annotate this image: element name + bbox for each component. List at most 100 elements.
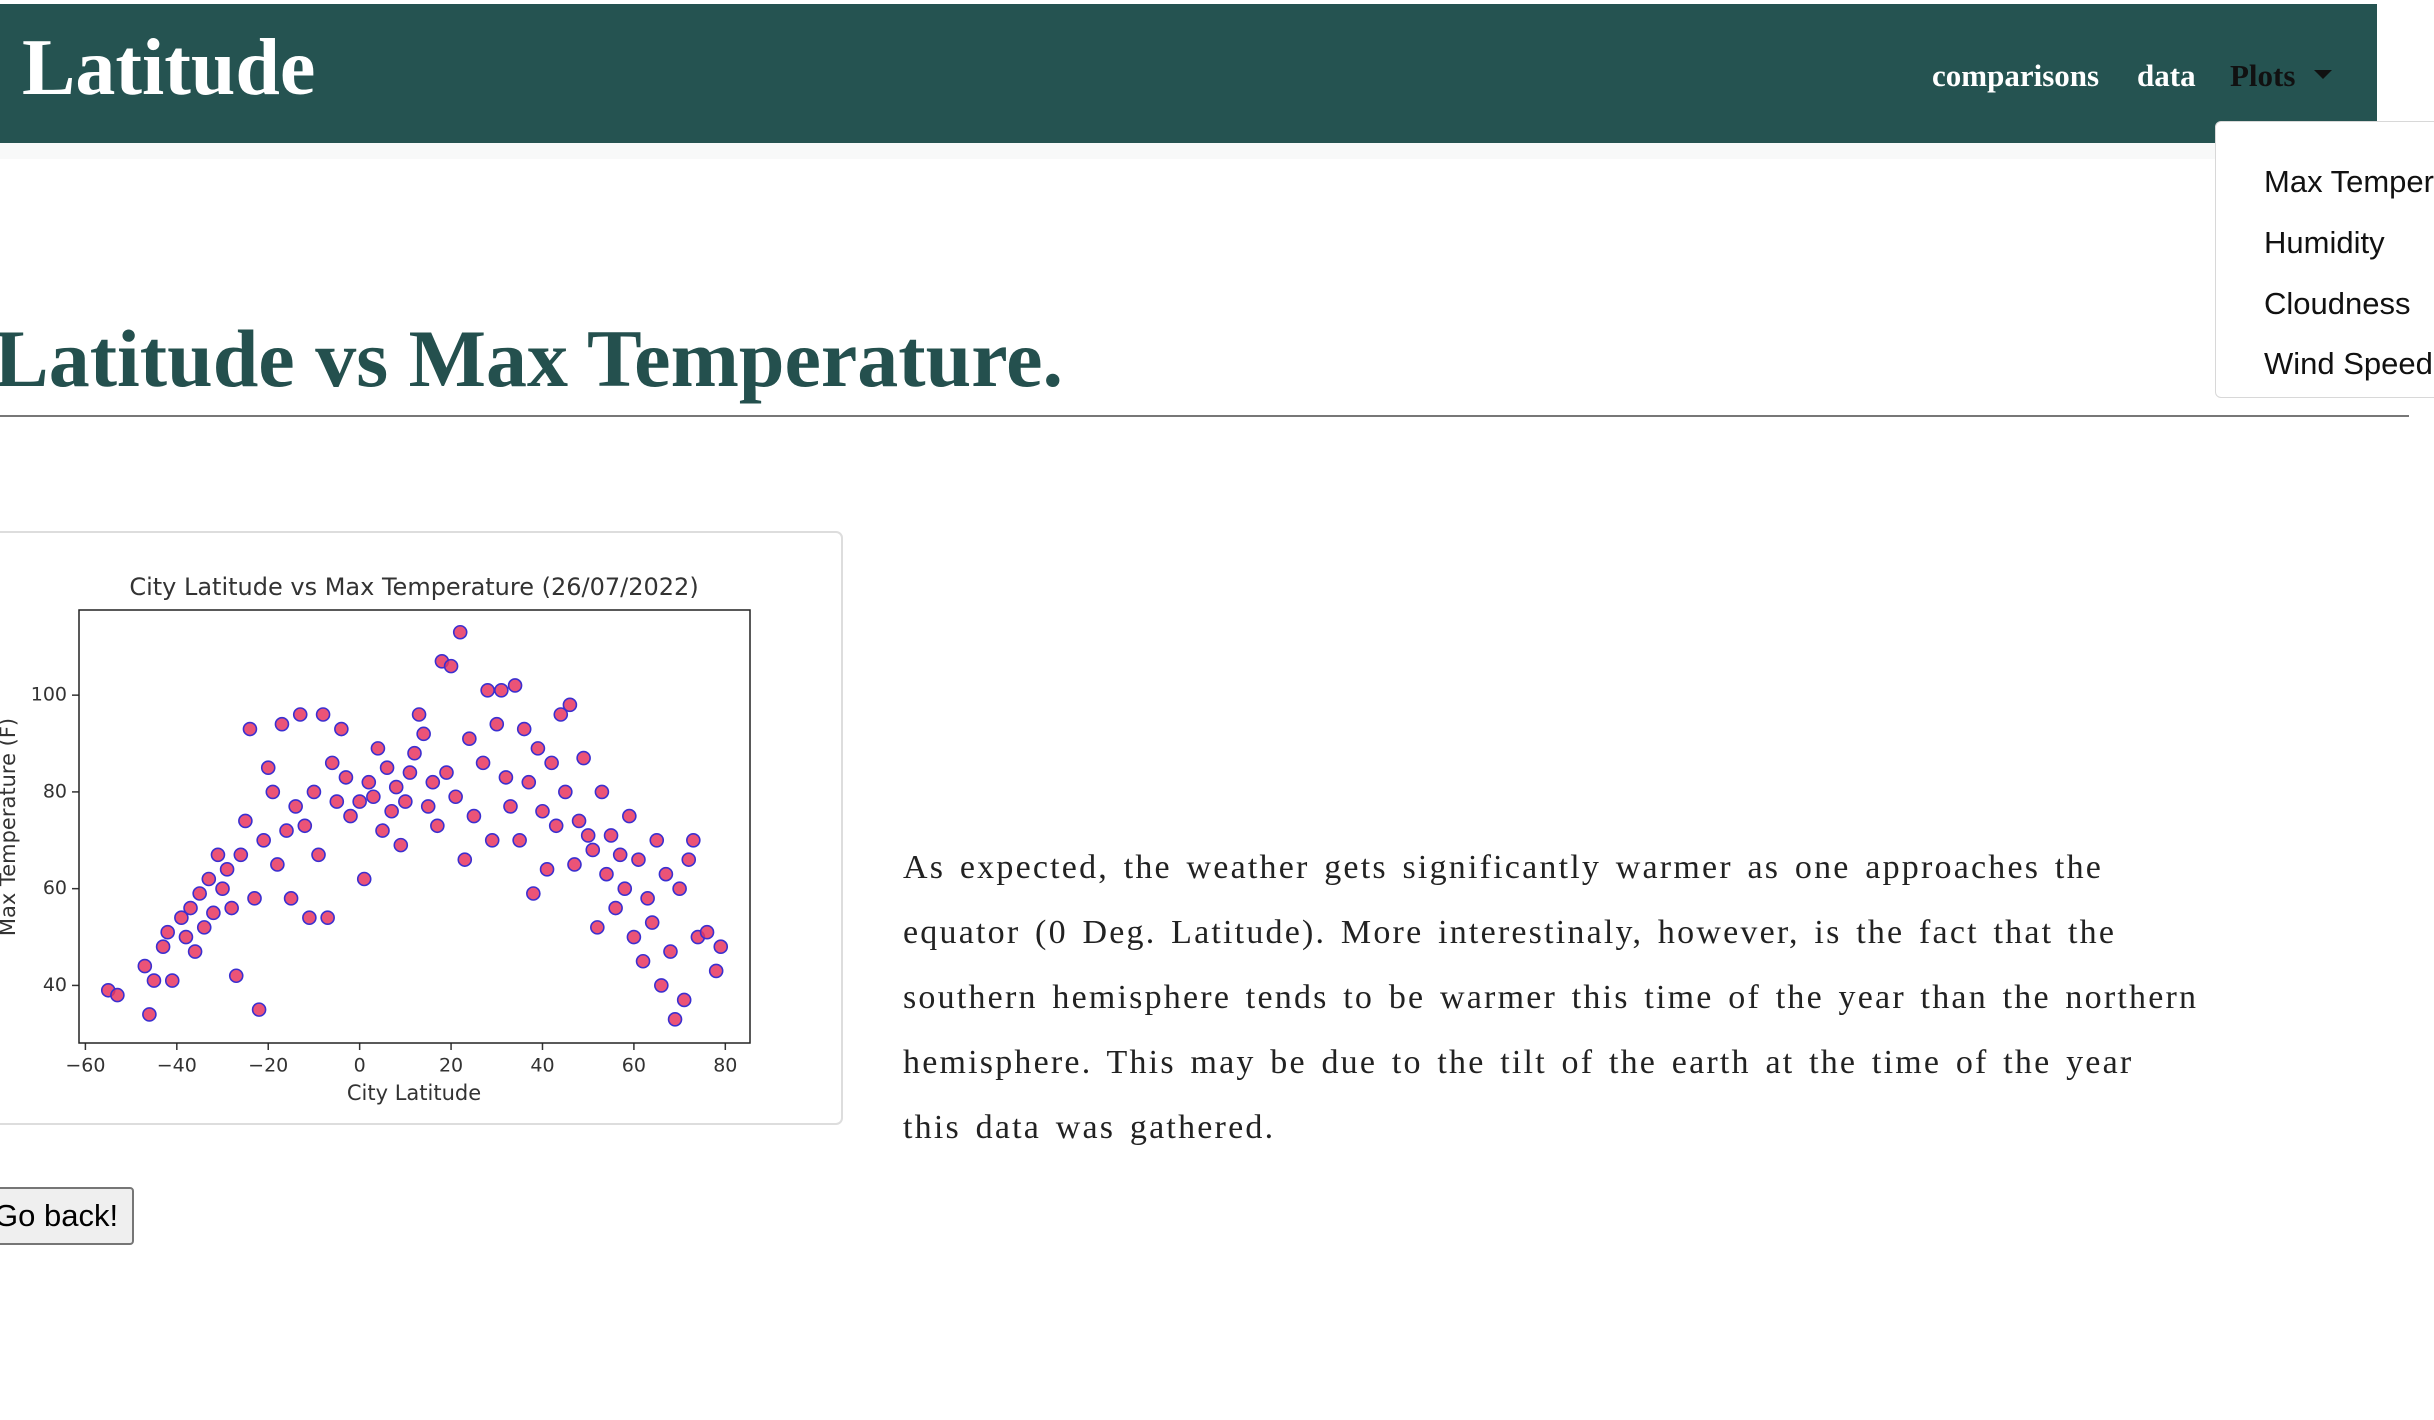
point (521, 774, 537, 790)
point (599, 866, 614, 882)
dropdown-item[interactable]: Max Temperature (2264, 164, 2434, 199)
x-tick-label: −60 (65, 1055, 105, 1077)
point (352, 794, 367, 809)
point (324, 755, 340, 771)
dropdown-item[interactable]: Humidity (2264, 225, 2385, 260)
chart-title: City Latitude vs Max Temperature (26/07/… (129, 573, 698, 601)
point (210, 847, 226, 863)
point (192, 886, 207, 901)
point (306, 784, 322, 800)
point (361, 774, 377, 790)
point (238, 813, 253, 829)
x-tick-label: 0 (354, 1055, 366, 1077)
description: As expected, the weather gets significan… (903, 849, 2199, 1146)
point (142, 1007, 157, 1022)
point (384, 803, 399, 819)
point (247, 891, 262, 906)
point (516, 721, 532, 737)
point (219, 862, 235, 877)
point (558, 784, 573, 800)
dropdown-item[interactable]: Cloudness (2264, 286, 2411, 321)
back-button[interactable]: Go back! (0, 1187, 135, 1245)
point (635, 953, 651, 969)
point (388, 779, 404, 795)
point (256, 832, 271, 848)
point (553, 707, 569, 722)
point (494, 683, 509, 698)
point (137, 958, 153, 974)
point (576, 750, 591, 766)
point (594, 784, 610, 800)
point (608, 900, 623, 916)
x-tick-label: 20 (439, 1055, 463, 1077)
point (475, 755, 491, 771)
point (398, 794, 413, 809)
point (279, 823, 294, 838)
point (443, 658, 459, 674)
nav-dropdown[interactable]: Plots (2230, 58, 2296, 93)
page-heading: Latitude vs Max Temperature. (0, 313, 1064, 404)
point (617, 881, 633, 896)
nav-link[interactable]: data (2137, 58, 2196, 93)
point (503, 799, 518, 814)
point (416, 726, 431, 742)
point (402, 765, 418, 780)
point (585, 842, 601, 858)
point (146, 973, 162, 988)
point (251, 1002, 267, 1017)
point (334, 721, 349, 737)
point (425, 774, 441, 790)
dropdown-item[interactable]: Wind Speed (2264, 346, 2433, 381)
point (452, 624, 468, 640)
point (640, 891, 655, 906)
point (539, 862, 555, 877)
point (548, 818, 564, 834)
chart: City Latitude vs Max Temperature (26/07/… (0, 531, 843, 1125)
point (155, 939, 171, 955)
point (439, 765, 454, 780)
brand[interactable]: Latitude (22, 24, 316, 112)
point (343, 808, 358, 824)
point (590, 920, 605, 935)
point (370, 741, 386, 756)
point (311, 847, 326, 863)
x-tick-label: −20 (248, 1055, 288, 1077)
point (484, 832, 500, 848)
point (466, 808, 482, 824)
y-tick-label: 60 (43, 877, 67, 899)
point (411, 707, 427, 722)
y-tick-label: 80 (43, 780, 67, 802)
point (512, 832, 527, 848)
point (498, 770, 514, 785)
point (375, 823, 390, 838)
point (201, 871, 217, 887)
point (654, 978, 669, 993)
point (535, 803, 550, 819)
point (206, 905, 221, 921)
point (297, 818, 313, 834)
point (393, 837, 409, 853)
point (407, 745, 422, 761)
point (603, 828, 619, 843)
x-axis-label: City Latitude (347, 1081, 481, 1105)
nav-link[interactable]: comparisons (1932, 58, 2100, 93)
nav-shadow (0, 143, 2434, 159)
caret (2314, 70, 2332, 79)
point (480, 683, 495, 698)
point (672, 881, 687, 896)
point (215, 881, 230, 896)
point (329, 794, 345, 809)
point (242, 721, 258, 737)
point (183, 900, 198, 916)
point (567, 857, 582, 872)
point (178, 929, 194, 945)
point (686, 832, 701, 848)
point (457, 852, 473, 867)
point (274, 716, 290, 732)
x-tick-label: −40 (157, 1055, 197, 1077)
point (174, 910, 189, 925)
point (544, 755, 559, 771)
point (270, 857, 285, 872)
point (676, 992, 692, 1008)
point (366, 789, 381, 805)
